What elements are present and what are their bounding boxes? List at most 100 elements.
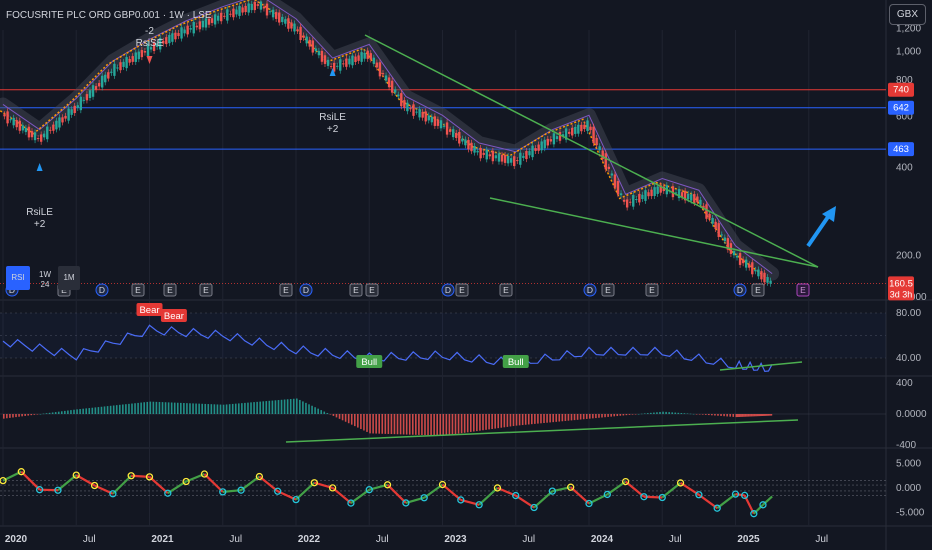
osc-segment xyxy=(569,486,590,505)
osc-segment xyxy=(350,488,370,504)
macd-bar xyxy=(764,414,767,416)
macd-bar xyxy=(595,414,597,419)
candle-body xyxy=(549,139,553,142)
macd-bar xyxy=(729,414,731,417)
candle-body xyxy=(403,100,406,108)
macd-bar xyxy=(140,402,142,414)
divergence-tag xyxy=(502,355,529,368)
macd-bar xyxy=(103,406,106,414)
event-marker-label: D xyxy=(587,285,593,295)
candle-body xyxy=(714,221,717,230)
candle-body xyxy=(601,150,604,159)
event-marker-label: D xyxy=(99,285,105,295)
osc-pivot xyxy=(438,480,447,489)
macd-bar xyxy=(659,411,661,414)
macd-bar xyxy=(561,414,564,422)
macd-bar xyxy=(363,414,365,431)
macd-bar xyxy=(125,404,127,414)
macd-bar xyxy=(506,414,509,427)
level-label-740: 740 xyxy=(893,85,909,96)
macd-bar xyxy=(366,414,368,432)
osc-pivot xyxy=(493,484,502,492)
macd-bar xyxy=(317,408,319,414)
candle-body xyxy=(100,75,104,88)
candle-body xyxy=(415,111,418,113)
macd-bar xyxy=(752,414,754,417)
candle-body xyxy=(735,255,739,258)
candle-body xyxy=(387,77,391,88)
signal-label: -2 xyxy=(145,26,154,37)
osc-pivot xyxy=(731,490,740,498)
candle-body xyxy=(345,58,348,67)
macd-bar xyxy=(234,403,237,414)
osc-pivot xyxy=(512,491,520,500)
macd-bar xyxy=(573,414,576,421)
osc-pivot xyxy=(274,487,282,495)
macd-bar xyxy=(732,414,735,417)
candle-body xyxy=(33,132,37,141)
candle-body xyxy=(287,18,290,29)
osc-pivot xyxy=(383,481,392,489)
osc-pivot xyxy=(237,486,245,494)
tf-button-1m[interactable]: 1M xyxy=(58,266,80,290)
candle-body xyxy=(293,23,296,32)
macd-bar xyxy=(314,407,316,414)
candle-body xyxy=(140,50,144,58)
candle-body xyxy=(455,132,458,138)
tf-sub-1w: 24 xyxy=(40,280,50,289)
candle-body xyxy=(561,134,565,137)
osc-segment xyxy=(753,504,764,515)
candle-body xyxy=(265,3,269,16)
macd-bar xyxy=(176,402,179,414)
candle-body xyxy=(482,152,485,155)
macd-bar xyxy=(79,409,81,414)
candle-body xyxy=(653,187,656,196)
macd-bar xyxy=(640,413,643,415)
candle-body xyxy=(543,139,546,149)
candle-body xyxy=(467,139,470,150)
candle-body xyxy=(458,132,461,144)
macd-bar xyxy=(625,414,628,416)
candle-body xyxy=(158,38,162,50)
macd-bar xyxy=(418,414,420,435)
candle-body xyxy=(656,186,659,194)
candle-body xyxy=(91,85,95,97)
candle-body xyxy=(174,32,177,40)
candle-body xyxy=(326,59,330,66)
macd-bar xyxy=(60,411,63,414)
macd-bar xyxy=(326,413,329,414)
candle-body xyxy=(107,72,110,79)
x-tick-label: Jul xyxy=(669,534,682,545)
candle-body xyxy=(494,155,498,159)
macd-bar xyxy=(656,412,658,414)
event-marker-label: E xyxy=(353,285,359,295)
candle-body xyxy=(226,9,229,21)
osc-segment xyxy=(258,475,279,493)
earnings-marker xyxy=(163,283,177,297)
macd-bar xyxy=(152,401,155,414)
currency-button[interactable]: GBX xyxy=(888,4,926,25)
candle-body xyxy=(430,116,434,123)
candle-body xyxy=(290,22,293,29)
candle-body xyxy=(15,120,18,128)
earnings-marker xyxy=(499,283,513,297)
candle-body xyxy=(110,71,113,73)
candle-body xyxy=(128,58,131,63)
macd-bar xyxy=(198,403,200,414)
candle-body xyxy=(555,136,559,140)
macd-bar xyxy=(436,414,438,436)
tf-button-rsi[interactable]: RSI xyxy=(6,266,30,290)
macd-bar xyxy=(491,414,493,429)
macd-bar xyxy=(268,400,271,414)
osc-pivot xyxy=(292,495,300,504)
macd-bar xyxy=(296,398,298,414)
candle-body xyxy=(433,116,437,126)
candle-body xyxy=(259,1,263,10)
tf-button-1w[interactable]: 1W 24 xyxy=(34,266,56,290)
level-tag-463 xyxy=(888,142,914,157)
candle-body xyxy=(445,122,449,135)
event-marker-label: E xyxy=(135,285,141,295)
macd-bar xyxy=(619,414,622,416)
macd-bar xyxy=(570,414,573,421)
